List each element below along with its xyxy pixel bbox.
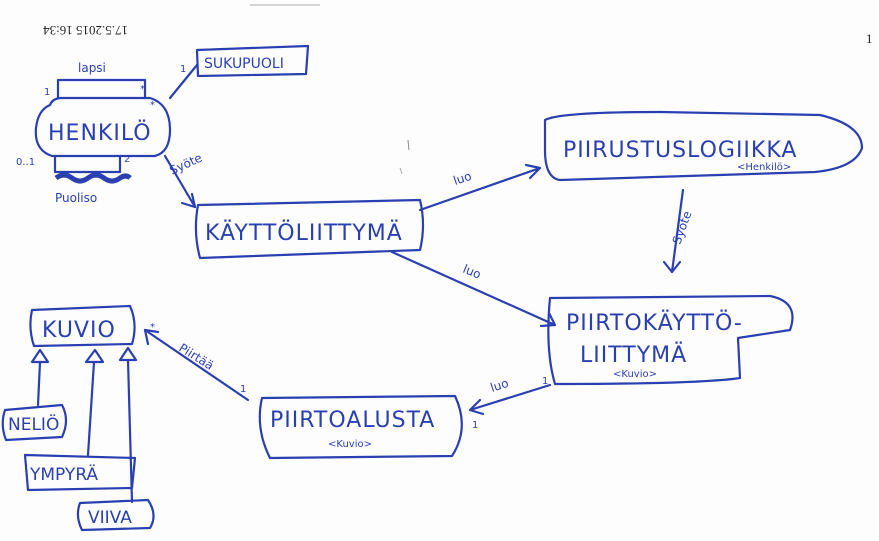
- syote-2-label: Syöte: [670, 209, 695, 246]
- mult-henkilo-top: *: [150, 100, 155, 111]
- node-piirtoalusta: PIIRTOALUSTA <Kuvio>: [258, 394, 463, 460]
- piirtokayttoliittyma-type: <Kuvio>: [613, 369, 657, 380]
- scan-timestamp: 17.5.2015 16:34: [43, 23, 128, 38]
- piirustoslogiikka-type: <Henkilö>: [737, 162, 791, 173]
- mult-luo3-one-b: 1: [472, 420, 478, 431]
- piirtokayttoliittyma-label-2: LIITTYMÄ: [580, 342, 687, 368]
- mult-piirtaa-star: *: [150, 322, 155, 333]
- ympyra-label: YMPYRÄ: [29, 464, 98, 485]
- piirtoalusta-type: <Kuvio>: [328, 439, 372, 450]
- piirtokayttoliittyma-label-1: PIIRTOKÄYTTÖ-: [566, 310, 743, 336]
- edge-henkilo-kayttoliittyma: Syöte: [163, 151, 204, 209]
- viiva-label: VIIVA: [88, 508, 132, 528]
- edge-syote-2: Syöte: [662, 188, 695, 274]
- edge-puoliso: 0..1 2 Puoliso: [16, 154, 132, 205]
- node-viiva: VIIVA: [76, 498, 155, 532]
- node-piirtokayttoliittyma: PIIRTOKÄYTTÖ- LIITTYMÄ <Kuvio>: [547, 294, 794, 386]
- node-nelio: NELIÖ: [1, 403, 68, 442]
- node-henkilo: HENKILÖ: [34, 96, 172, 158]
- mult-lapsi-left: 1: [44, 87, 50, 98]
- node-kuvio: KUVIO: [29, 304, 136, 348]
- mult-sukupuoli: 1: [180, 64, 186, 75]
- kuvio-label: KUVIO: [42, 318, 116, 343]
- node-ympyra: YMPYRÄ: [23, 453, 137, 492]
- luo-3-label: luo: [489, 376, 511, 395]
- piirustoslogiikka-label: PIIRUSTUSLOGIIKKA: [563, 138, 797, 163]
- sukupuoli-label: SUKUPUOLI: [204, 56, 284, 72]
- edge-lapsi: lapsi 1 *: [44, 61, 147, 100]
- piirtoalusta-label: PIIRTOALUSTA: [270, 408, 435, 433]
- node-kayttoliittyma: KÄYTTÖLIITTYMÄ: [194, 198, 425, 260]
- luo-2-label: luo: [461, 262, 483, 282]
- node-sukupuoli: SUKUPUOLI: [195, 44, 310, 78]
- lapsi-label: lapsi: [78, 61, 106, 75]
- mult-lapsi-right: *: [140, 84, 145, 95]
- mult-piirtaa-one: 1: [240, 384, 246, 395]
- stray-mark: [399, 167, 403, 175]
- node-piirustoslogiikka: PIIRUSTUSLOGIIKKA <Henkilö>: [543, 110, 864, 182]
- edge-piirtaa: Piirtää * 1: [143, 322, 250, 402]
- edge-luo-3: luo 1 1: [468, 376, 552, 431]
- henkilo-label: HENKILÖ: [48, 120, 152, 146]
- edge-inheritance: [30, 346, 138, 504]
- kayttoliittyma-label: KÄYTTÖLIITTYMÄ: [205, 220, 403, 246]
- mult-puoliso-left: 0..1: [16, 157, 35, 168]
- edge-luo-2: luo: [390, 250, 557, 328]
- edge-luo-1: luo: [418, 163, 542, 212]
- stray-mark: [407, 139, 410, 151]
- puoliso-label: Puoliso: [55, 191, 97, 205]
- mult-luo3-one: 1: [542, 376, 548, 387]
- edge-henkilo-sukupuoli: 1 *: [150, 63, 199, 111]
- mult-puoliso-right: 2: [124, 154, 130, 165]
- nelio-label: NELIÖ: [8, 413, 59, 435]
- page-number: 1: [866, 31, 873, 46]
- luo-1-label: luo: [452, 169, 474, 188]
- scribble-mark: [54, 172, 132, 184]
- syote-1-label: Syöte: [167, 151, 204, 178]
